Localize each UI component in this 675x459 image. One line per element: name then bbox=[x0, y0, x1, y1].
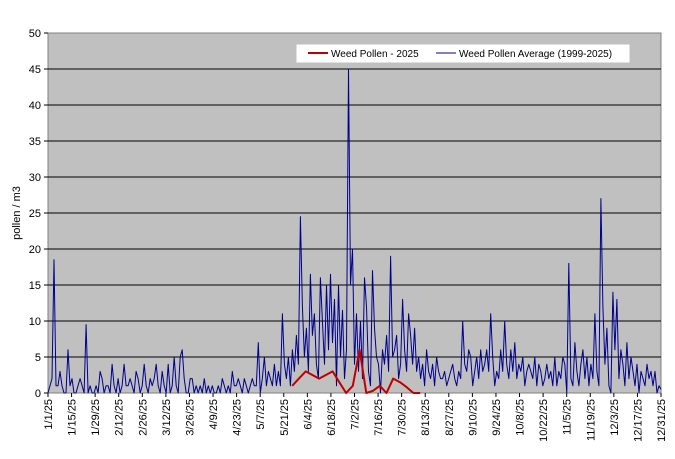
x-tick-label: 6/18/25 bbox=[326, 399, 338, 436]
y-axis-label: pollen / m3 bbox=[11, 186, 23, 240]
x-tick-label: 12/31/25 bbox=[656, 399, 668, 442]
x-tick-label: 9/24/25 bbox=[491, 399, 503, 436]
x-tick-label: 8/13/25 bbox=[420, 399, 432, 436]
x-tick-label: 10/8/25 bbox=[515, 399, 527, 436]
series-line-weed-pollen-2025 bbox=[291, 348, 421, 394]
x-tick-label: 10/22/25 bbox=[538, 399, 550, 442]
x-tick-label: 12/3/25 bbox=[609, 399, 621, 436]
x-tick-label: 6/4/25 bbox=[302, 399, 314, 430]
x-tick-label: 9/10/25 bbox=[467, 399, 479, 436]
x-tick-label: 3/12/25 bbox=[161, 399, 173, 436]
x-tick-label: 4/23/25 bbox=[232, 399, 244, 436]
x-tick-label: 7/30/25 bbox=[397, 399, 409, 436]
y-tick-label: 35 bbox=[29, 136, 41, 148]
y-axis-ticks: 0 5 10 15 20 25 30 35 40 45 50 bbox=[29, 28, 48, 400]
y-tick-label: 45 bbox=[29, 64, 41, 76]
x-tick-label: 3/26/25 bbox=[184, 399, 196, 436]
x-tick-label: 11/5/25 bbox=[562, 399, 574, 435]
x-tick-label: 7/2/25 bbox=[350, 399, 362, 430]
y-tick-label: 30 bbox=[29, 172, 41, 184]
x-tick-label: 12/17/25 bbox=[632, 399, 644, 442]
x-tick-label: 7/16/25 bbox=[373, 399, 385, 436]
y-tick-label: 15 bbox=[29, 280, 41, 292]
series-line-weed-pollen-average bbox=[47, 68, 662, 394]
series-layer bbox=[47, 68, 662, 394]
y-tick-label: 5 bbox=[35, 352, 41, 364]
y-tick-label: 40 bbox=[29, 100, 41, 112]
y-tick-label: 10 bbox=[29, 316, 41, 328]
y-tick-label: 50 bbox=[29, 28, 41, 40]
y-tick-label: 0 bbox=[35, 388, 41, 400]
y-tick-label: 20 bbox=[29, 244, 41, 256]
x-tick-label: 1/15/25 bbox=[67, 399, 79, 436]
y-gridlines bbox=[48, 68, 661, 358]
legend-label-weed-pollen-average: Weed Pollen Average (1999-2025) bbox=[459, 49, 612, 60]
x-tick-label: 11/19/25 bbox=[585, 399, 597, 441]
x-tick-label: 5/7/25 bbox=[255, 399, 267, 430]
x-tick-label: 1/29/25 bbox=[90, 399, 102, 436]
legend-box bbox=[296, 44, 630, 63]
x-axis-ticks: 1/1/25 1/15/25 1/29/25 2/12/25 2/26/25 3/12/2… bbox=[43, 393, 668, 442]
x-tick-label: 8/27/25 bbox=[444, 399, 456, 436]
legend: Weed Pollen - 2025 Weed Pollen Average (… bbox=[296, 44, 630, 63]
x-tick-label: 2/26/25 bbox=[137, 399, 149, 436]
x-tick-label: 2/12/25 bbox=[114, 399, 126, 436]
x-tick-label: 1/1/25 bbox=[43, 399, 55, 430]
x-tick-label: 5/21/25 bbox=[279, 399, 291, 436]
y-tick-label: 25 bbox=[29, 208, 41, 220]
x-tick-label: 4/9/25 bbox=[208, 399, 220, 430]
legend-label-weed-pollen-2025: Weed Pollen - 2025 bbox=[331, 49, 419, 60]
